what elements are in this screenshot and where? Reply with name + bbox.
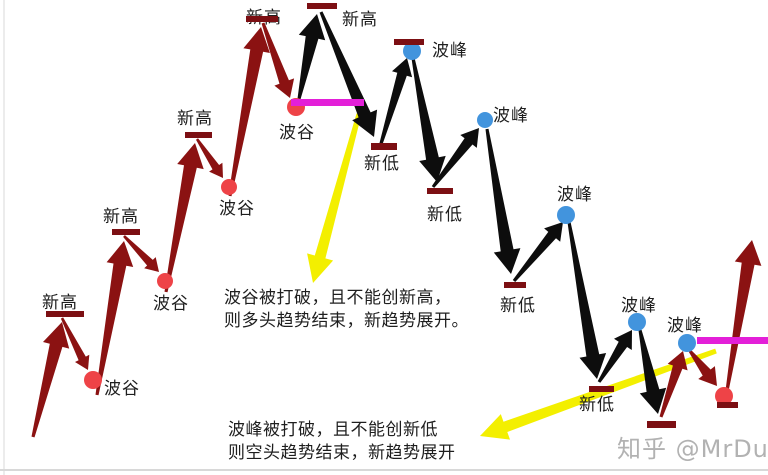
level-bar [427,188,453,194]
trend-arrow-black [597,330,632,383]
trend-arrow-darkred [95,241,134,396]
trough-dot [221,179,237,195]
trend-arrow-black [319,11,378,137]
left-edge-line [3,0,5,475]
level-bar [185,132,212,138]
trend-arrow-darkred [261,22,295,98]
peak-dot [678,334,696,352]
level-bar [112,229,140,235]
trend-arrow-darkred [164,143,204,293]
peak-dot [628,313,646,331]
breakout-level-line [291,99,364,106]
peak-dot [403,42,421,60]
trend-arrow-darkred [31,322,70,438]
level-bar [394,39,424,45]
annotation-line: 波谷被打破，且不能创新高， [224,288,452,308]
annotation-bull-trend-end: 波谷被打破，且不能创新高， 则多头趋势结束，新趋势展开。 [224,287,469,333]
level-bar [307,3,337,9]
breakout-level-line [697,337,768,344]
trend-arrow-darkred [228,27,270,197]
trough-dot [84,371,102,389]
trend-arrow-black [485,128,521,274]
label-peak: 波峰 [493,106,529,126]
trend-arrow-darkred [123,235,159,272]
label-trough: 波谷 [219,199,255,219]
label-peak: 波峰 [432,41,468,61]
trend-arrow-darkred [725,240,762,392]
level-bar [371,143,397,150]
label-peak: 波峰 [667,316,703,336]
annotation-line: 波峰被打破，且不能创新低 [228,420,438,440]
annotation-line: 则多头趋势结束，新趋势展开。 [224,311,469,331]
bottom-edge-line [0,469,768,471]
label-peak: 波峰 [557,185,593,205]
trend-arrow-black [431,128,479,188]
label-peak: 波峰 [621,296,657,316]
peak-dot [557,206,575,224]
label-new-low: 新低 [427,205,463,225]
label-trough: 波谷 [279,123,315,143]
peak-dot [477,112,493,128]
trend-arrow-darkred [196,138,223,178]
label-trough: 波谷 [104,379,140,399]
label-new-high: 新高 [177,109,213,129]
level-bar [647,421,676,428]
trend-arrow-darkred [659,351,688,418]
level-bar [589,386,614,392]
trend-arrow-black [411,57,446,183]
label-new-low: 新低 [579,395,615,415]
yellow-annotation-arrow [307,113,362,283]
label-trough: 波谷 [153,294,189,314]
label-new-high: 新高 [342,10,378,30]
trend-arrow-darkred [688,350,717,386]
annotation-line: 则空头趋势结束，新趋势展开 [228,443,456,463]
trend-arrow-black [638,329,667,414]
trend-arrow-black [297,14,326,100]
level-bar [717,402,738,408]
level-bar [246,16,278,22]
level-bar [46,311,84,317]
trend-arrow-darkred [60,317,90,370]
trend-arrow-black [378,58,413,148]
label-new-high: 新高 [103,207,139,227]
watermark-zhihu-mrdu: 知乎 @MrDu [617,435,768,463]
trough-dot [715,387,733,405]
label-new-high: 新高 [42,293,78,313]
annotation-bear-trend-end: 波峰被打破，且不能创新低 则空头趋势结束，新趋势展开 [228,419,456,465]
label-new-low: 新低 [364,154,400,174]
level-bar [504,282,526,288]
trough-dot [157,273,173,289]
trend-arrow-black [567,221,607,379]
trend-arrow-black [512,222,563,282]
yellow-annotation-arrow [480,348,717,440]
label-new-low: 新低 [500,296,536,316]
